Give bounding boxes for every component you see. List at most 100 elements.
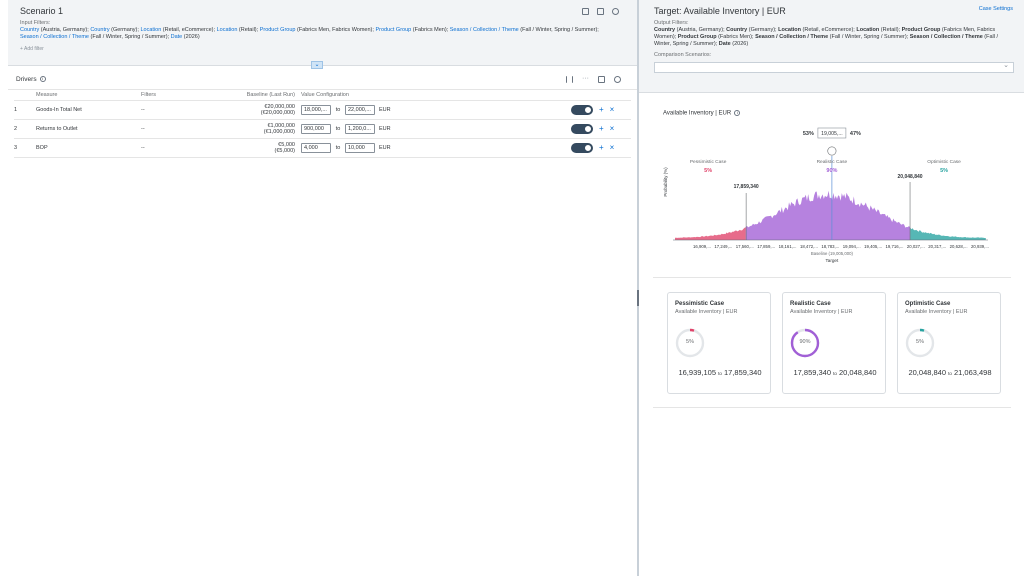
filter-key[interactable]: Product Group xyxy=(375,27,412,33)
filter-key[interactable]: Country xyxy=(20,27,40,33)
driver-toggle[interactable] xyxy=(571,104,593,115)
list-icon[interactable] xyxy=(566,76,573,83)
x-tick-label: 19,094,... xyxy=(843,244,861,249)
case-card[interactable]: Pessimistic Case Available Inventory | EU… xyxy=(667,292,771,394)
x-tick-label: 17,249,... xyxy=(714,244,732,249)
column-header: Value Configuration xyxy=(301,90,571,101)
value-config-cell: 18,000,... to 22,000,... EUR xyxy=(301,100,571,120)
x-tick-label: 20,317,... xyxy=(928,244,946,249)
column-header: Baseline (Last Run) xyxy=(221,90,301,101)
case-card[interactable]: Optimistic Case Available Inventory | EUR… xyxy=(897,292,1001,394)
remove-icon[interactable]: × xyxy=(609,143,615,152)
range-from: 17,859,340 xyxy=(793,368,832,377)
table-row: 2 Returns to Outlet -- €1,000,000 (€1,000… xyxy=(14,119,631,139)
marker-value: 19,005,... xyxy=(821,131,843,137)
save-icon[interactable] xyxy=(582,8,589,15)
row-actions: + × xyxy=(571,138,631,158)
filter-key: Season / Collection / Theme xyxy=(909,34,983,40)
range-from-input[interactable]: 900,000 xyxy=(301,123,331,134)
collapse-header-button[interactable]: ⌄ xyxy=(311,61,323,69)
case-label: Realistic Case xyxy=(817,159,848,165)
filter-value: (2026) xyxy=(182,34,200,40)
filter-value: (Fabrics Men, Fabrics Women); xyxy=(654,27,996,40)
info-icon[interactable]: i xyxy=(39,76,46,83)
more-icon[interactable]: ··· xyxy=(582,75,589,82)
baseline-value: €20,000,000 xyxy=(264,103,295,110)
range-from-input[interactable]: 4,000 xyxy=(301,142,331,153)
filter-key: Location xyxy=(856,27,880,33)
baseline-last-run: (€5,000) xyxy=(274,147,296,154)
filter-value: (Retail); xyxy=(237,27,260,33)
add-icon[interactable]: + xyxy=(599,105,604,114)
table-row: 1 Goods-In Total Net -- €20,000,000 (€20,… xyxy=(14,100,631,120)
column-header: Measure xyxy=(36,90,141,101)
settings-icon[interactable] xyxy=(612,8,619,15)
donut-percent: 5% xyxy=(916,339,924,345)
range-from: 16,939,105 xyxy=(678,368,717,377)
range-to: 21,063,498 xyxy=(953,368,992,377)
globe-icon[interactable] xyxy=(614,76,621,83)
scenario-header: Scenario 1 Input Filters: Country (Austr… xyxy=(8,0,637,66)
range-from-input[interactable]: 18,000,... xyxy=(301,104,331,115)
filter-key: Country xyxy=(726,27,748,33)
drivers-label: Drivers xyxy=(16,76,37,83)
add-icon[interactable]: + xyxy=(599,124,604,133)
case-range: 17,859,340 to 20,048,840 xyxy=(783,368,887,377)
donut-fill xyxy=(905,328,935,358)
filter-key[interactable]: Location xyxy=(216,27,238,33)
baseline-cell: €1,000,000 (€1,000,000) xyxy=(221,119,301,139)
drivers-toolbar: Drivers i ··· xyxy=(8,70,637,90)
scenario-panel: Scenario 1 Input Filters: Country (Austr… xyxy=(8,0,637,576)
filter-key[interactable]: Season / Collection / Theme xyxy=(449,27,519,33)
filter-value: (Retail, eCommerce); xyxy=(161,27,217,33)
filter-key[interactable]: Date xyxy=(170,34,183,40)
x-tick-label: 18,783,... xyxy=(821,244,839,249)
to-label: to xyxy=(335,125,341,132)
filter-key[interactable]: Location xyxy=(140,27,162,33)
donut-percent: 90% xyxy=(799,339,811,345)
filter-key[interactable]: Product Group xyxy=(259,27,296,33)
column-header: Filters xyxy=(141,90,221,101)
probability-donut: 90% xyxy=(789,327,821,359)
range-to-input[interactable]: 1,200,0... xyxy=(345,123,375,134)
remove-icon[interactable]: × xyxy=(609,105,615,114)
filter-key: Product Group xyxy=(677,34,717,40)
x-tick-label: 19,716,... xyxy=(886,244,904,249)
copy-icon[interactable] xyxy=(597,8,604,15)
donut-ring xyxy=(675,328,705,358)
row-index: 3 xyxy=(14,138,36,158)
scenario-toolbar xyxy=(582,8,619,15)
range-to-label: to xyxy=(718,371,722,376)
case-settings-link[interactable]: Case Settings xyxy=(978,6,1013,12)
x-tick-label: 19,405,... xyxy=(864,244,882,249)
unit-label: EUR xyxy=(379,144,391,151)
filter-key[interactable]: Season / Collection / Theme xyxy=(20,34,89,40)
range-to-label: to xyxy=(948,371,952,376)
driver-toggle[interactable] xyxy=(571,142,593,153)
output-filters-label: Output Filters: xyxy=(654,20,689,26)
donut-ring xyxy=(790,328,820,358)
info-icon[interactable]: i xyxy=(734,110,741,116)
case-range: 16,939,105 to 17,859,340 xyxy=(668,368,772,377)
to-label: to xyxy=(335,144,341,151)
row-index: 1 xyxy=(14,100,36,120)
add-filter-link[interactable]: + Add filter xyxy=(20,46,44,52)
card-subtitle: Available Inventory | EUR xyxy=(675,309,738,315)
case-card[interactable]: Realistic Case Available Inventory | EUR 9… xyxy=(782,292,886,394)
splitter-grip[interactable] xyxy=(637,290,639,306)
baseline-cell: €20,000,000 (€20,000,000) xyxy=(221,100,301,120)
x-tick-label: 17,560,... xyxy=(736,244,754,249)
range-from: 20,048,840 xyxy=(908,368,947,377)
panel-splitter[interactable] xyxy=(637,0,639,576)
range-to-input[interactable]: 22,000,... xyxy=(345,104,375,115)
driver-toggle[interactable] xyxy=(571,123,593,134)
filter-key[interactable]: Country xyxy=(90,27,110,33)
comparison-select[interactable] xyxy=(654,61,1014,73)
scenario-title: Scenario 1 xyxy=(20,6,64,16)
range-to-input[interactable]: 10,000 xyxy=(345,142,375,153)
table-settings-icon[interactable] xyxy=(598,76,605,83)
remove-icon[interactable]: × xyxy=(609,124,615,133)
add-icon[interactable]: + xyxy=(599,143,604,152)
range-to: 17,859,340 xyxy=(723,368,762,377)
marker-right-percent: 47% xyxy=(850,131,861,137)
